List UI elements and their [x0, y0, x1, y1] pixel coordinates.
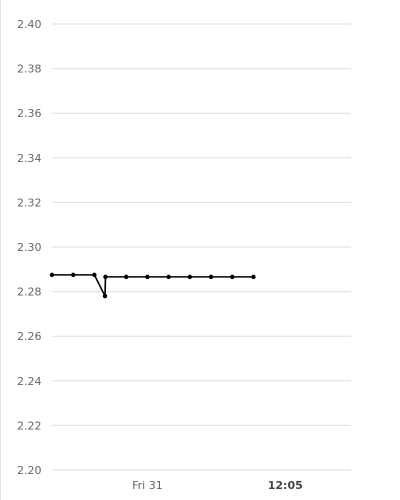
data-point — [71, 272, 76, 278]
data-point — [49, 272, 55, 278]
left-border — [0, 0, 1, 500]
y-tick-label: 2.30 — [17, 241, 42, 254]
x-axis-ticks: Fri 31 12:05 — [132, 479, 303, 492]
grid-lines — [52, 23, 351, 471]
y-tick-label: 2.34 — [17, 152, 42, 165]
y-tick-label: 2.20 — [17, 464, 42, 477]
data-point — [166, 274, 171, 280]
data-point — [124, 274, 129, 280]
x-tick-label: 12:05 — [268, 479, 303, 492]
x-tick-label: Fri 31 — [132, 479, 163, 492]
data-point — [102, 293, 108, 299]
data-point — [92, 272, 97, 278]
data-point — [230, 274, 235, 280]
y-tick-label: 2.36 — [17, 107, 42, 120]
y-tick-label: 2.26 — [17, 330, 42, 343]
series-line — [52, 274, 254, 297]
data-point — [251, 274, 256, 280]
data-points — [49, 272, 256, 299]
data-point — [103, 274, 108, 280]
y-tick-label: 2.38 — [17, 63, 42, 76]
data-point — [208, 274, 214, 280]
y-tick-label: 2.32 — [17, 196, 42, 209]
data-point — [145, 274, 150, 280]
y-axis-ticks: 2.40 2.38 2.36 2.34 2.32 2.30 2.28 2.26 2.24 2.22… — [17, 18, 42, 477]
y-tick-label: 2.28 — [17, 286, 42, 299]
y-tick-label: 2.24 — [17, 375, 42, 388]
data-point — [187, 274, 193, 280]
y-tick-label: 2.22 — [17, 419, 42, 432]
y-tick-label: 2.40 — [17, 18, 42, 31]
